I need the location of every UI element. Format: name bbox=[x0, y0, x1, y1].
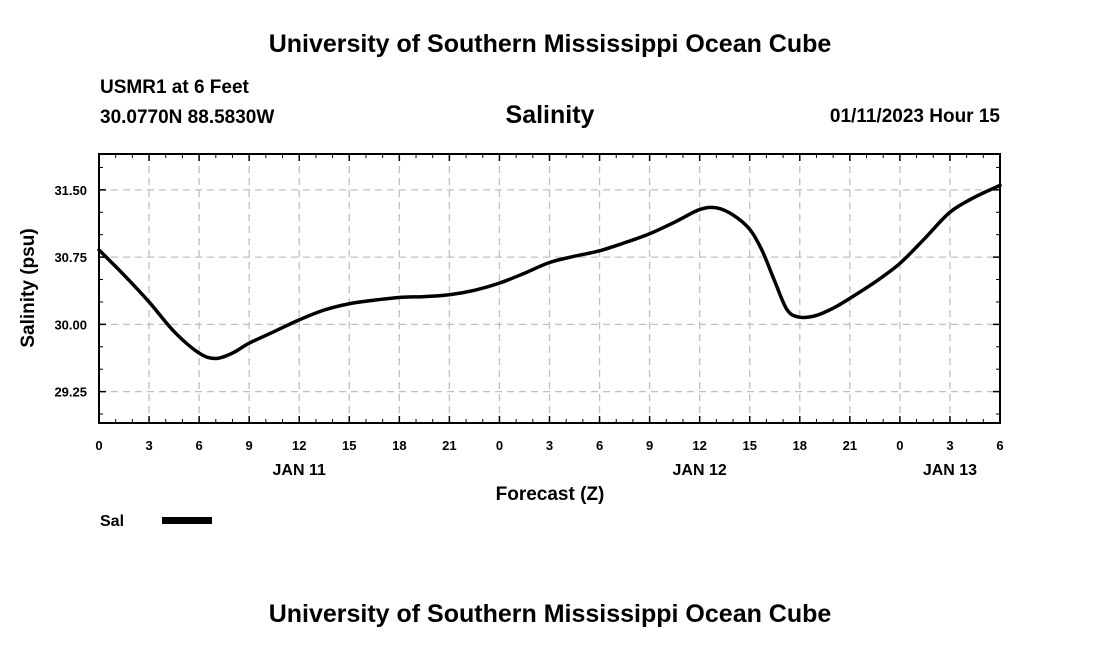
x-tick-label: 18 bbox=[392, 438, 406, 453]
y-axis-label: Salinity (psu) bbox=[18, 228, 39, 347]
x-date-label: JAN 11 bbox=[273, 462, 326, 479]
plot-frame bbox=[98, 153, 1001, 424]
y-tick-label: 31.50 bbox=[54, 183, 87, 198]
x-tick-label: 6 bbox=[596, 438, 603, 453]
legend: Sal bbox=[100, 513, 212, 530]
axis-labels: 0 3 6 9 12 15 18 21 0 3 6 9 12 15 18 21 0 3 6 JAN 11 JAN 12 J… bbox=[54, 183, 1003, 479]
footer-title: University of Southern Mississippi Ocean… bbox=[268, 600, 832, 628]
station-label: USMR1 at 6 Feet bbox=[100, 77, 249, 98]
x-date-label: JAN 13 bbox=[923, 462, 977, 479]
grid-lines bbox=[99, 154, 1000, 423]
x-tick-label: 9 bbox=[646, 438, 653, 453]
coordinates-label: 30.0770N 88.5830W bbox=[100, 107, 275, 128]
axis-ticks bbox=[98, 154, 1001, 423]
x-tick-label: 6 bbox=[195, 438, 202, 453]
x-tick-label: 15 bbox=[742, 438, 756, 453]
x-axis-label: Forecast (Z) bbox=[496, 484, 605, 505]
x-tick-label: 9 bbox=[246, 438, 253, 453]
y-tick-label: 30.00 bbox=[54, 317, 87, 332]
x-tick-label: 15 bbox=[342, 438, 356, 453]
y-tick-label: 29.25 bbox=[54, 385, 87, 400]
series-line-sal bbox=[97, 183, 1002, 361]
x-tick-label: 3 bbox=[145, 438, 152, 453]
x-tick-label: 0 bbox=[496, 438, 503, 453]
x-tick-label: 3 bbox=[546, 438, 553, 453]
x-tick-label: 12 bbox=[692, 438, 706, 453]
x-date-label: JAN 12 bbox=[673, 462, 727, 479]
y-tick-label: 30.75 bbox=[54, 250, 87, 265]
x-tick-label: 0 bbox=[95, 438, 102, 453]
x-tick-label: 12 bbox=[292, 438, 306, 453]
x-tick-label: 18 bbox=[793, 438, 807, 453]
page-title: University of Southern Mississippi Ocean… bbox=[268, 30, 832, 58]
forecast-timestamp: 01/11/2023 Hour 15 bbox=[829, 106, 1000, 127]
legend-swatch bbox=[162, 517, 212, 524]
x-tick-label: 3 bbox=[946, 438, 953, 453]
x-tick-label: 21 bbox=[442, 438, 456, 453]
x-tick-label: 0 bbox=[896, 438, 903, 453]
chart-title: Salinity bbox=[505, 101, 595, 129]
legend-label: Sal bbox=[100, 513, 124, 530]
x-tick-label: 21 bbox=[843, 438, 857, 453]
x-tick-label: 6 bbox=[996, 438, 1003, 453]
